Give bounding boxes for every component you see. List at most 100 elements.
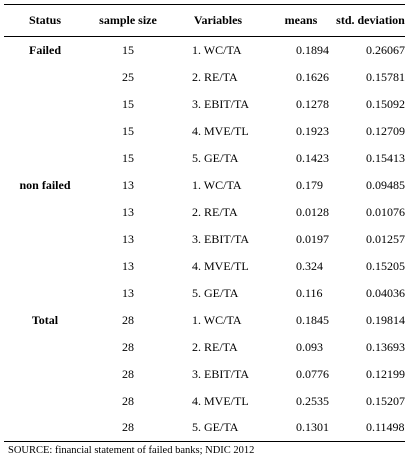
sample-size-cell: 28 [122, 393, 134, 408]
descriptive-statistics-table: Status sample size Variables means std. … [4, 4, 405, 442]
std-cell: 0.12709 [366, 123, 405, 138]
sample-size-cell: 15 [122, 96, 134, 111]
status-cell [4, 145, 86, 172]
status-cell [4, 64, 86, 91]
std-cell: 0.15205 [366, 258, 405, 273]
source-note: SOURCE: financial statement of failed ba… [8, 445, 255, 456]
status-cell: Failed [29, 42, 61, 57]
variable-cell: 2. RE/TA [192, 69, 238, 84]
status-cell [4, 388, 86, 415]
mean-cell: 0.1278 [296, 96, 329, 111]
variable-cell: 3. EBIT/TA [192, 231, 250, 246]
variable-cell: 4. MVE/TL [192, 393, 249, 408]
std-cell: 0.11498 [336, 414, 405, 442]
variable-cell: 2. RE/TA [192, 339, 238, 354]
table-row: 28 4. MVE/TL 0.2535 0.15207 [4, 388, 405, 415]
std-cell: 0.15413 [366, 150, 405, 165]
sample-size-cell: 28 [86, 414, 170, 442]
table-row: 13 2. RE/TA 0.0128 0.01076 [4, 199, 405, 226]
std-cell: 0.01257 [366, 231, 405, 246]
header-std-deviation: std. deviation [336, 4, 405, 37]
mean-cell: 0.0197 [296, 231, 329, 246]
std-cell: 0.01076 [366, 204, 405, 219]
std-cell: 0.15092 [366, 96, 405, 111]
status-cell [4, 334, 86, 361]
sample-size-cell: 15 [122, 42, 134, 57]
std-cell: 0.13693 [366, 339, 405, 354]
variable-cell: 5. GE/TA [192, 150, 239, 165]
mean-cell: 0.1923 [296, 123, 329, 138]
table-row: 28 2. RE/TA 0.093 0.13693 [4, 334, 405, 361]
header-variables: Variables [170, 4, 266, 37]
status-cell [4, 199, 86, 226]
std-cell: 0.09485 [366, 177, 405, 192]
mean-cell: 0.116 [296, 285, 323, 300]
status-cell [4, 226, 86, 253]
table-row: 13 4. MVE/TL 0.324 0.15205 [4, 253, 405, 280]
table-row: 15 5. GE/TA 0.1423 0.15413 [4, 145, 405, 172]
table-row: 15 4. MVE/TL 0.1923 0.12709 [4, 118, 405, 145]
header-sample-size: sample size [86, 4, 170, 37]
table-body: Failed 15 1. WC/TA 0.1894 0.26067 25 2. … [4, 37, 405, 442]
sample-size-cell: 15 [122, 123, 134, 138]
mean-cell: 0.1423 [296, 150, 329, 165]
sample-size-cell: 15 [122, 150, 134, 165]
header-means: means [266, 4, 336, 37]
variable-cell: 4. MVE/TL [192, 258, 249, 273]
std-cell: 0.12199 [366, 366, 405, 381]
table-row: 28 5. GE/TA 0.1301 0.11498 [4, 414, 405, 442]
variable-cell: 1. WC/TA [192, 312, 242, 327]
sample-size-cell: 25 [122, 69, 134, 84]
sample-size-cell: 13 [122, 258, 134, 273]
sample-size-cell: 28 [122, 366, 134, 381]
variable-cell: 1. WC/TA [192, 42, 242, 57]
variable-cell: 5. GE/TA [170, 414, 266, 442]
mean-cell: 0.324 [296, 258, 323, 273]
variable-cell: 2. RE/TA [192, 204, 238, 219]
variable-cell: 4. MVE/TL [192, 123, 249, 138]
table-row: 28 3. EBIT/TA 0.0776 0.12199 [4, 361, 405, 388]
table-row: 25 2. RE/TA 0.1626 0.15781 [4, 64, 405, 91]
variable-cell: 1. WC/TA [192, 177, 242, 192]
table-row: 15 3. EBIT/TA 0.1278 0.15092 [4, 91, 405, 118]
std-cell: 0.26067 [366, 42, 405, 57]
header-status: Status [4, 4, 86, 37]
std-cell: 0.15781 [366, 69, 405, 84]
sample-size-cell: 13 [122, 204, 134, 219]
status-cell [4, 280, 86, 307]
table-row: Total 28 1. WC/TA 0.1845 0.19814 [4, 307, 405, 334]
sample-size-cell: 13 [122, 285, 134, 300]
mean-cell: 0.179 [296, 177, 323, 192]
status-cell [4, 91, 86, 118]
mean-cell: 0.0776 [296, 366, 329, 381]
status-cell: non failed [19, 177, 71, 192]
status-cell: Total [31, 312, 59, 327]
status-cell [4, 118, 86, 145]
variable-cell: 5. GE/TA [192, 285, 239, 300]
mean-cell: 0.0128 [296, 204, 329, 219]
sample-size-cell: 13 [122, 231, 134, 246]
status-cell [4, 414, 86, 442]
table-row: 13 3. EBIT/TA 0.0197 0.01257 [4, 226, 405, 253]
table-row: non failed 13 1. WC/TA 0.179 0.09485 [4, 172, 405, 199]
table-row: 13 5. GE/TA 0.116 0.04036 [4, 280, 405, 307]
std-cell: 0.19814 [366, 312, 405, 327]
status-cell [4, 253, 86, 280]
sample-size-cell: 13 [122, 177, 134, 192]
mean-cell: 0.093 [296, 339, 323, 354]
mean-cell: 0.1894 [296, 42, 329, 57]
sample-size-cell: 28 [122, 339, 134, 354]
mean-cell: 0.1301 [266, 414, 336, 442]
status-cell [4, 361, 86, 388]
mean-cell: 0.1626 [296, 69, 329, 84]
std-cell: 0.15207 [366, 393, 405, 408]
table-row: Failed 15 1. WC/TA 0.1894 0.26067 [4, 37, 405, 64]
variable-cell: 3. EBIT/TA [192, 366, 250, 381]
table-header-row: Status sample size Variables means std. … [4, 4, 405, 37]
mean-cell: 0.2535 [296, 393, 329, 408]
variable-cell: 3. EBIT/TA [192, 96, 250, 111]
std-cell: 0.04036 [366, 285, 405, 300]
mean-cell: 0.1845 [296, 312, 329, 327]
sample-size-cell: 28 [122, 312, 134, 327]
